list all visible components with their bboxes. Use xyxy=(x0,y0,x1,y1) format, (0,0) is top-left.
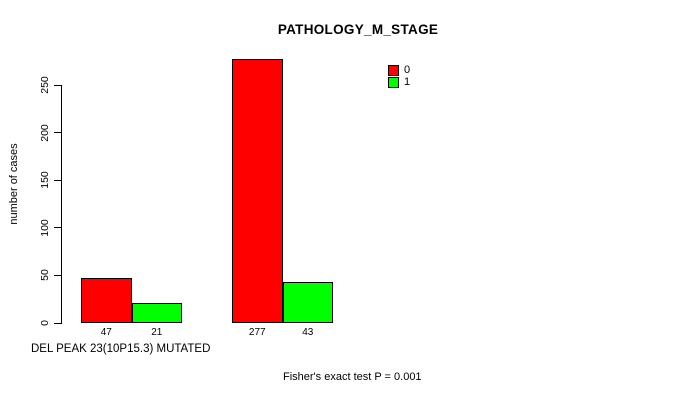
legend-swatch-icon xyxy=(388,65,399,76)
y-tick-mark xyxy=(54,227,61,229)
y-tick-mark xyxy=(54,274,61,276)
legend-swatch-icon xyxy=(388,77,399,88)
stat-test-caption: Fisher's exact test P = 0.001 xyxy=(283,371,422,383)
bar-value-label: 43 xyxy=(302,327,314,338)
bar-value-label: 47 xyxy=(100,327,112,338)
y-tick-mark xyxy=(54,179,61,181)
y-tick-label: 250 xyxy=(39,76,51,94)
x-axis-caption: DEL PEAK 23(10P15.3) MUTATED xyxy=(31,343,211,355)
bar-1-group2 xyxy=(282,282,333,323)
y-tick-mark xyxy=(54,322,61,324)
bar-value-label: 21 xyxy=(151,327,163,338)
y-tick-mark xyxy=(54,132,61,134)
y-tick-label: 150 xyxy=(39,171,51,189)
legend-row: 0 xyxy=(388,65,410,76)
y-tick-label: 50 xyxy=(39,269,51,282)
y-tick-label: 200 xyxy=(39,123,51,142)
chart-title: PATHOLOGY_M_STAGE xyxy=(277,22,439,37)
legend-label: 0 xyxy=(404,64,411,76)
bar-0-group1 xyxy=(81,278,132,323)
y-axis-line xyxy=(61,85,62,324)
y-axis-label: number of cases xyxy=(8,143,20,225)
bar-value-label: 277 xyxy=(248,327,266,338)
bar-1-group1 xyxy=(131,303,182,323)
legend-row: 1 xyxy=(388,77,410,88)
legend-label: 1 xyxy=(404,76,411,88)
y-tick-label: 0 xyxy=(39,320,51,326)
y-tick-label: 100 xyxy=(39,219,51,237)
bar-0-group2 xyxy=(232,59,283,323)
y-tick-mark xyxy=(54,84,61,86)
